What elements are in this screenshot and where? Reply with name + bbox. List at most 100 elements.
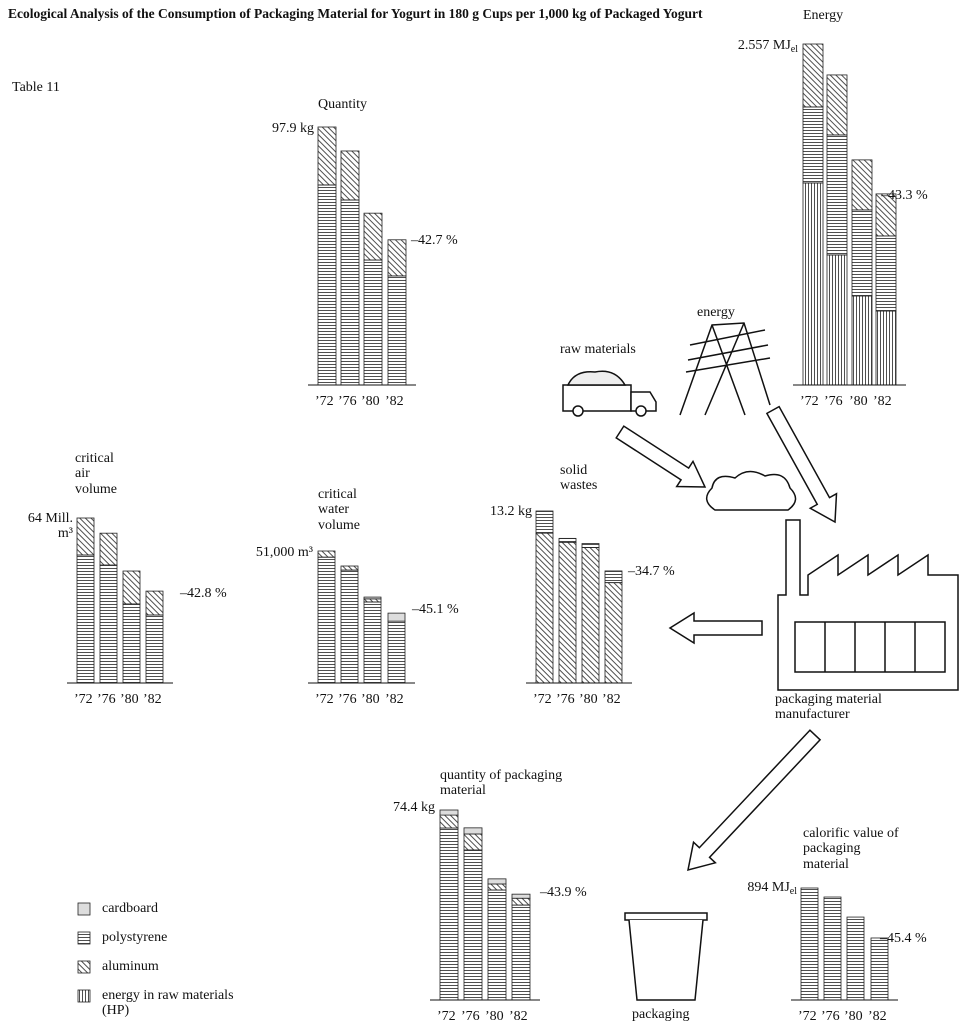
x-tick-label: ’82 <box>602 692 621 707</box>
top-label: 13.2 kg <box>470 504 532 519</box>
bar-segment <box>875 310 897 386</box>
bar-segment <box>875 193 897 237</box>
bar-segment <box>76 554 95 684</box>
diagram-label: packaging material manufacturer <box>775 692 882 723</box>
legend-label: energy in raw materials (HP) <box>102 988 234 1019</box>
bar-segment <box>463 827 483 835</box>
top-label-text: 97.9 kg <box>272 121 314 136</box>
bar-segment <box>317 184 337 386</box>
bar-segment <box>826 134 848 256</box>
bar-segment <box>317 550 336 558</box>
bar-segment <box>463 849 483 1001</box>
x-tick-label: ’76 <box>824 394 843 409</box>
bar-segment <box>439 809 459 816</box>
bar-segment <box>340 199 360 386</box>
diagram-label: raw materials <box>560 342 636 357</box>
truck-cab <box>630 391 657 412</box>
top-label-text: 64 Mill. m³ <box>27 511 73 542</box>
x-tick-label: ’80 <box>849 394 868 409</box>
bar-segment <box>463 833 483 851</box>
bar-segment <box>870 937 889 1001</box>
table-label: Table 11 <box>12 80 60 95</box>
bar-segment <box>846 916 865 1001</box>
wheel <box>635 405 647 417</box>
x-tick-label: ’80 <box>120 692 139 707</box>
bar-segment <box>99 564 118 684</box>
bar-segment <box>851 159 873 211</box>
bar-segment <box>826 254 848 386</box>
x-tick-label: ’76 <box>461 1009 480 1024</box>
top-label-text: 74.4 kg <box>393 800 435 815</box>
diagram <box>562 322 959 1001</box>
x-tick-label: ’82 <box>143 692 162 707</box>
bar-segment <box>823 896 842 1001</box>
bar-segment <box>387 239 407 277</box>
bar-segment <box>604 570 623 584</box>
bar-segment <box>558 541 577 684</box>
legend-swatch <box>77 989 91 1003</box>
bar-segment <box>800 887 819 1001</box>
bar-segment <box>363 596 382 600</box>
bar-segment <box>511 904 531 1001</box>
x-tick-label: ’80 <box>485 1009 504 1024</box>
legend-label: aluminum <box>102 959 159 974</box>
x-tick-label: ’72 <box>315 394 334 409</box>
bar-segment <box>581 547 600 684</box>
bar-segment <box>826 74 848 136</box>
x-tick-label: ’76 <box>338 394 357 409</box>
bar-segment <box>340 150 360 201</box>
bar-segment <box>558 537 577 543</box>
arrow <box>765 405 838 524</box>
bar-segment <box>535 510 554 534</box>
factory-window <box>794 621 946 673</box>
bar-segment <box>340 565 359 571</box>
truck-body <box>562 384 632 412</box>
change-label: –45.4 % <box>880 931 927 946</box>
bar-segment <box>487 878 507 885</box>
x-tick-label: ’76 <box>97 692 116 707</box>
chart-title: critical water volume <box>318 487 360 533</box>
top-label: 64 Mill. m³ <box>11 511 73 542</box>
legend-swatch <box>77 902 91 916</box>
bar-segment <box>145 614 164 684</box>
pylon <box>679 322 771 416</box>
bar-segment <box>387 620 406 684</box>
x-tick-label: ’82 <box>873 394 892 409</box>
bar-segment <box>363 601 382 684</box>
bar-segment <box>317 126 337 186</box>
bar-segment <box>487 883 507 891</box>
x-tick-label: ’76 <box>556 692 575 707</box>
x-tick-label: ’82 <box>868 1009 887 1024</box>
page-title: Ecological Analysis of the Consumption o… <box>8 6 703 21</box>
x-tick-label: ’76 <box>338 692 357 707</box>
bar-segment <box>363 259 383 386</box>
x-tick-label: ’80 <box>844 1009 863 1024</box>
chart-title: Quantity <box>318 97 367 112</box>
x-tick-label: ’82 <box>385 394 404 409</box>
chart-title: calorific value of packaging material <box>803 826 899 872</box>
top-label-text: 2.557 MJ <box>737 38 791 53</box>
x-tick-label: ’72 <box>533 692 552 707</box>
top-label-text: 894 MJ <box>747 880 790 895</box>
diagram-label: packaging <box>632 1007 690 1022</box>
x-tick-label: ’80 <box>361 394 380 409</box>
bar-segment <box>802 106 824 184</box>
legend-label: cardboard <box>102 901 158 916</box>
top-label: 97.9 kg <box>252 121 314 136</box>
bar-segment <box>363 598 382 603</box>
legend-swatch <box>77 931 91 945</box>
x-tick-label: ’72 <box>74 692 93 707</box>
x-tick-label: ’80 <box>579 692 598 707</box>
x-tick-label: ’72 <box>315 692 334 707</box>
top-label-text: 13.2 kg <box>490 504 532 519</box>
x-tick-label: ’76 <box>821 1009 840 1024</box>
bar-segment <box>487 889 507 1001</box>
bar-segment <box>511 897 531 906</box>
bar-segment <box>439 827 459 1001</box>
cloud <box>706 470 797 511</box>
x-tick-label: ’72 <box>800 394 819 409</box>
cup-rim <box>624 912 708 921</box>
bar-segment <box>802 43 824 108</box>
change-label: –43.9 % <box>540 885 587 900</box>
top-label-sub: el <box>789 886 797 897</box>
